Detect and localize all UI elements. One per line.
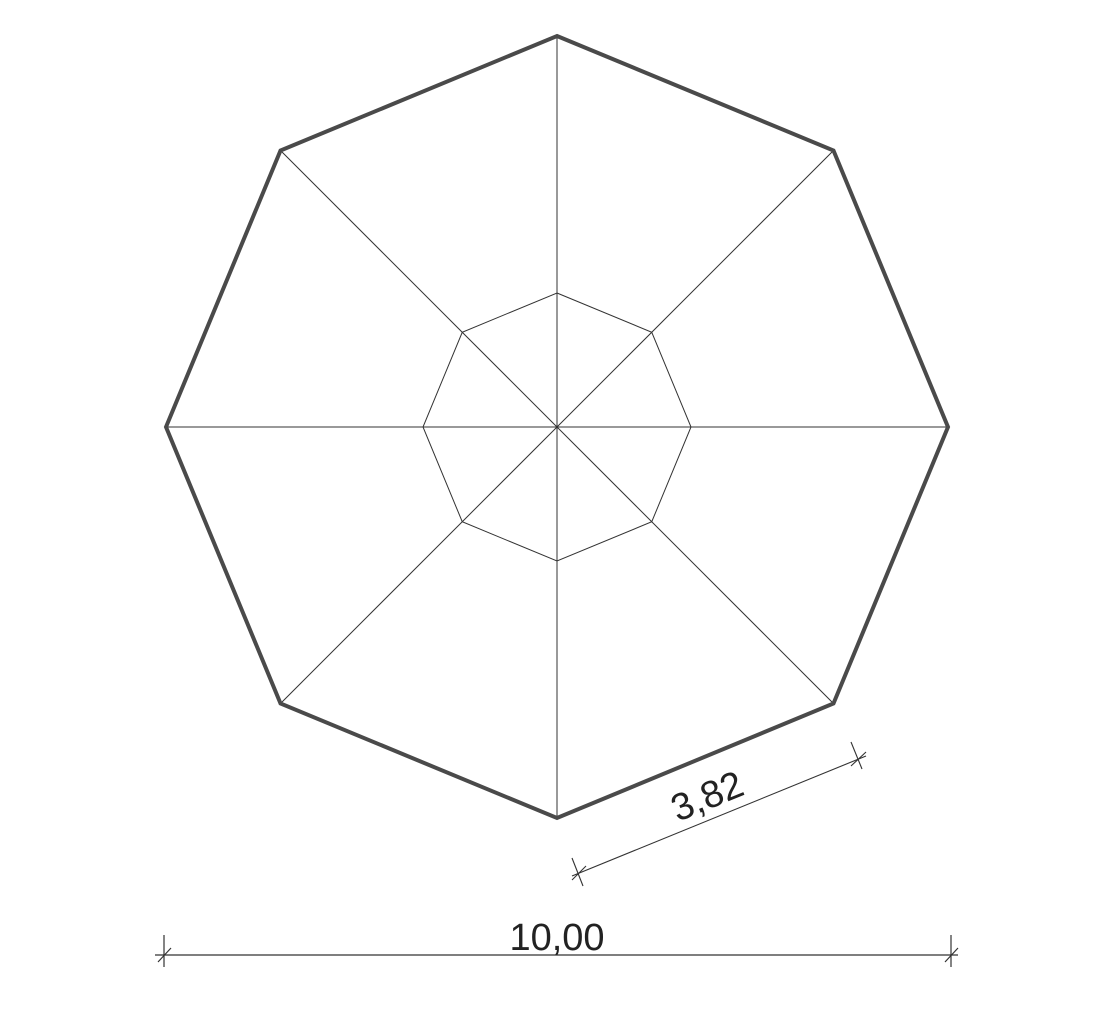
width-dimension-label: 10,00: [509, 917, 604, 959]
outer-octagon: [163, 33, 951, 821]
side-dimension-tick-right: [850, 741, 863, 770]
radial-lines: [166, 36, 948, 818]
radial-line: [280, 150, 558, 428]
inner-octagon: [422, 292, 692, 562]
side-dimension-line: [571, 755, 867, 877]
radial-line: [556, 426, 834, 704]
radial-line: [280, 426, 558, 704]
side-dimension: [571, 741, 867, 887]
side-dimension-tick-left: [571, 857, 584, 887]
side-dimension-slash-right: [850, 751, 867, 767]
side-dimension-slash-left: [571, 865, 587, 881]
radial-line: [556, 150, 834, 428]
width-dimension-slash-left: [157, 947, 172, 963]
width-dimension-slash-right: [944, 947, 959, 963]
width-dimension: [155, 935, 959, 967]
